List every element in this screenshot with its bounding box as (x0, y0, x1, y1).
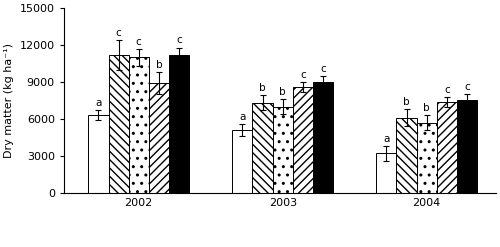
Bar (376, 153, 396, 193)
Text: c: c (136, 37, 141, 46)
Bar (88, 115, 108, 193)
Text: b: b (156, 60, 162, 70)
Bar (169, 55, 189, 193)
Text: c: c (320, 63, 326, 74)
Bar (108, 55, 128, 193)
Text: a: a (239, 112, 246, 122)
Text: c: c (444, 84, 450, 95)
Bar (128, 57, 149, 193)
Text: b: b (403, 97, 410, 107)
Bar (293, 87, 313, 193)
Bar (313, 82, 333, 193)
Legend: C, M, CS, DS, CM: C, M, CS, DS, CM (194, 244, 366, 247)
Text: a: a (383, 134, 390, 144)
Text: c: c (116, 28, 121, 38)
Bar (149, 83, 169, 193)
Bar (232, 130, 252, 193)
Text: c: c (464, 82, 470, 92)
Text: b: b (280, 87, 286, 97)
Y-axis label: Dry matter (kg ha⁻¹): Dry matter (kg ha⁻¹) (4, 43, 14, 158)
Text: b: b (260, 83, 266, 93)
Text: b: b (424, 103, 430, 113)
Bar (272, 106, 293, 193)
Bar (252, 103, 272, 193)
Text: c: c (176, 35, 182, 45)
Bar (457, 101, 477, 193)
Bar (396, 118, 416, 193)
Bar (437, 102, 457, 193)
Text: c: c (300, 70, 306, 80)
Bar (416, 123, 437, 193)
Text: a: a (95, 98, 102, 108)
